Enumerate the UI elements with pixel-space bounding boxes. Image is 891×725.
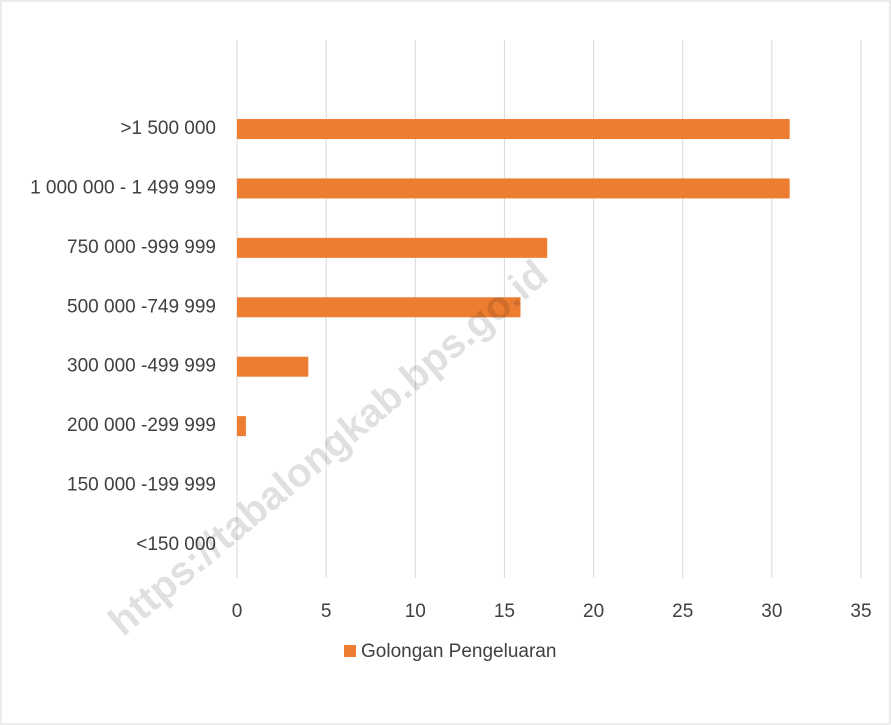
x-tick-label: 30	[761, 601, 782, 622]
legend-label: Golongan Pengeluaran	[361, 641, 556, 662]
x-tick-label: 25	[672, 601, 693, 622]
y-tick-label: >1 500 000	[120, 118, 216, 139]
y-tick-label: <150 000	[136, 534, 216, 555]
legend-swatch	[344, 645, 356, 657]
x-tick-label: 35	[850, 601, 871, 622]
bar	[237, 119, 790, 140]
bar	[237, 416, 246, 437]
x-tick-label: 0	[232, 601, 243, 622]
x-tick-label: 15	[494, 601, 515, 622]
y-tick-label: 750 000 -999 999	[67, 237, 216, 258]
y-tick-label: 1 000 000 - 1 499 999	[30, 177, 216, 198]
x-tick-label: 5	[321, 601, 332, 622]
bar	[237, 297, 521, 318]
x-tick-label: 10	[405, 601, 426, 622]
y-tick-label: 500 000 -749 999	[67, 296, 216, 317]
y-tick-label: 150 000 -199 999	[67, 475, 216, 496]
y-tick-label: 300 000 -499 999	[67, 356, 216, 377]
bar	[237, 237, 548, 258]
y-tick-label: 200 000 -299 999	[67, 415, 216, 436]
bar	[237, 356, 309, 377]
x-tick-label: 20	[583, 601, 604, 622]
bar	[237, 178, 790, 199]
